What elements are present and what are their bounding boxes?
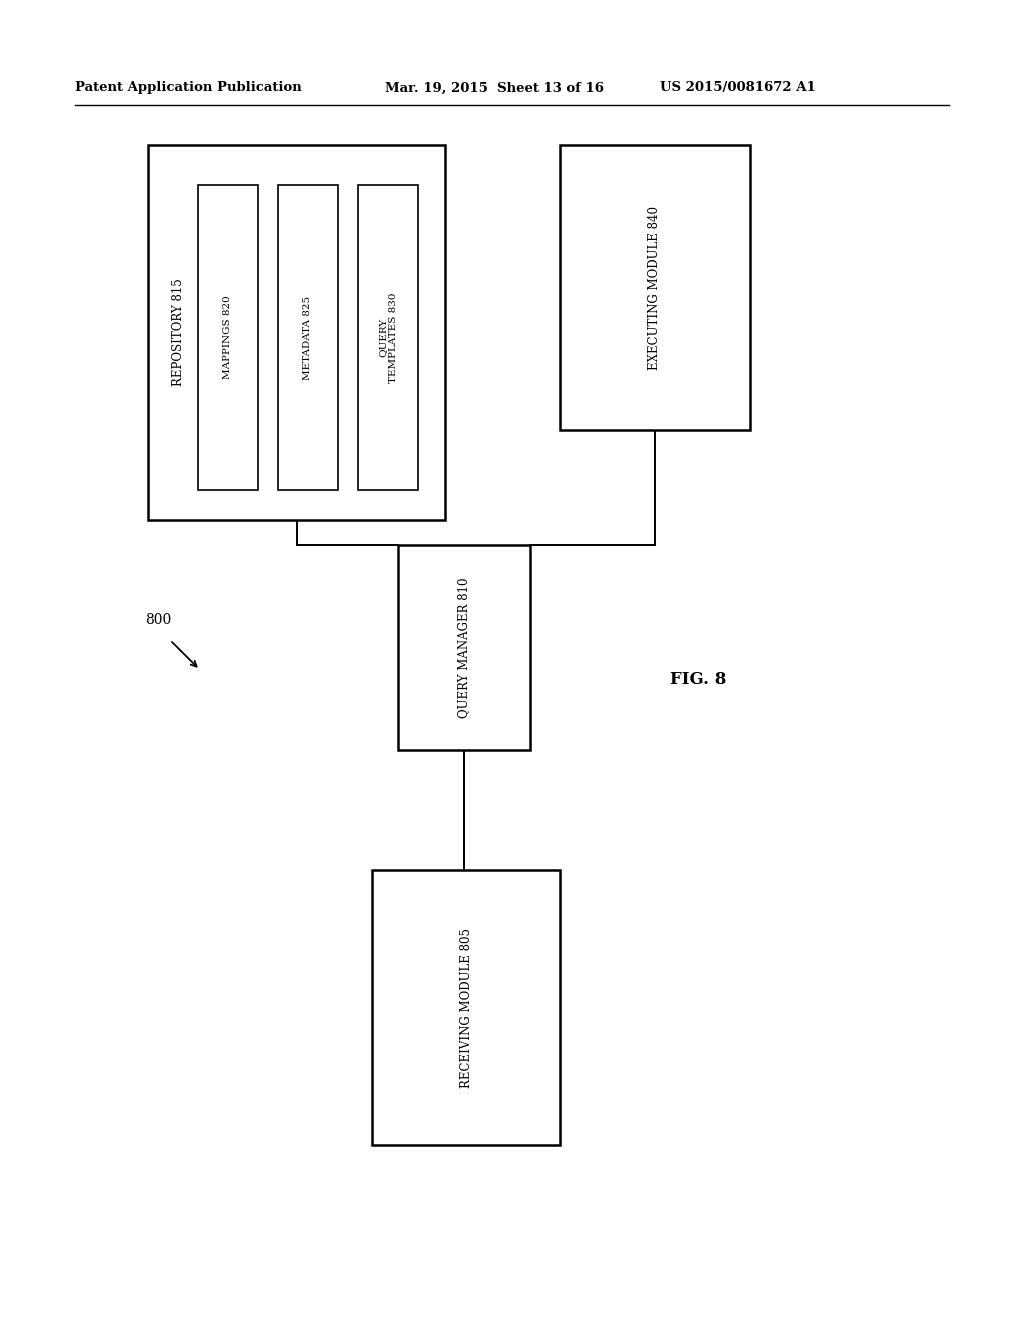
Bar — [358, 185, 418, 490]
Text: METADATA 825: METADATA 825 — [303, 296, 312, 380]
Text: QUERY
TEMPLATES 830: QUERY TEMPLATES 830 — [378, 292, 397, 383]
Bar — [372, 870, 560, 1144]
Text: RECEIVING MODULE 805: RECEIVING MODULE 805 — [460, 928, 472, 1088]
Text: EXECUTING MODULE 840: EXECUTING MODULE 840 — [648, 206, 662, 370]
Text: US 2015/0081672 A1: US 2015/0081672 A1 — [660, 82, 816, 95]
Text: MAPPINGS 820: MAPPINGS 820 — [223, 296, 232, 379]
Bar — [398, 545, 530, 750]
Text: FIG. 8: FIG. 8 — [670, 672, 726, 689]
Bar — [198, 185, 258, 490]
Bar — [278, 185, 338, 490]
Text: Mar. 19, 2015  Sheet 13 of 16: Mar. 19, 2015 Sheet 13 of 16 — [385, 82, 604, 95]
Bar — [560, 145, 750, 430]
Bar — [148, 145, 445, 520]
Text: REPOSITORY 815: REPOSITORY 815 — [171, 279, 184, 387]
Text: Patent Application Publication: Patent Application Publication — [75, 82, 302, 95]
Text: 800: 800 — [144, 612, 171, 627]
Text: QUERY MANAGER 810: QUERY MANAGER 810 — [458, 577, 470, 718]
